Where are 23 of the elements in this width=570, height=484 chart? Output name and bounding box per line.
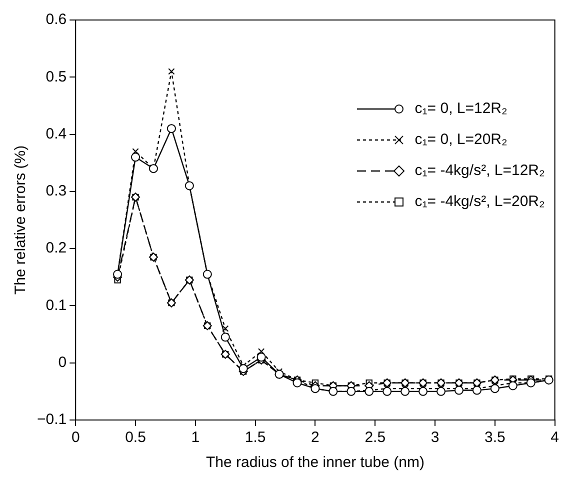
y-tick-label: 0.1 — [46, 296, 67, 314]
y-axis-title: The relative errors (%) — [12, 145, 30, 295]
y-tick-label: 0.2 — [46, 240, 67, 257]
y-tick-label: −0.1 — [36, 411, 67, 428]
x-tick-label: 4 — [550, 429, 559, 446]
x-tick-label: 3.5 — [484, 429, 506, 446]
x-tick-label: 1.5 — [244, 429, 266, 446]
y-tick-label: 0 — [58, 354, 67, 371]
y-tick-label: 0.6 — [46, 11, 67, 28]
y-tick-label: 0.5 — [46, 68, 67, 86]
legend-label: c₁= 0, L=20R₂ — [414, 131, 508, 148]
y-tick-label: 0.3 — [46, 182, 67, 200]
x-tick-label: 2 — [311, 429, 320, 446]
x-tick-label: 0.5 — [125, 429, 146, 446]
x-axis-title: The radius of the inner tube (nm) — [206, 454, 424, 472]
legend-label: c₁= -4kg/s², L=20R₂ — [414, 193, 545, 210]
legend-label: c₁= -4kg/s², L=12R₂ — [414, 162, 545, 179]
y-tick-label: 0.4 — [46, 125, 67, 142]
x-tick-label: 1 — [191, 429, 200, 446]
x-tick-label: 2.5 — [364, 429, 386, 446]
x-tick-label: 0 — [71, 429, 80, 446]
x-tick-label: 3 — [430, 429, 440, 446]
legend-label: c₁= 0, L=12R₂ — [414, 100, 508, 117]
